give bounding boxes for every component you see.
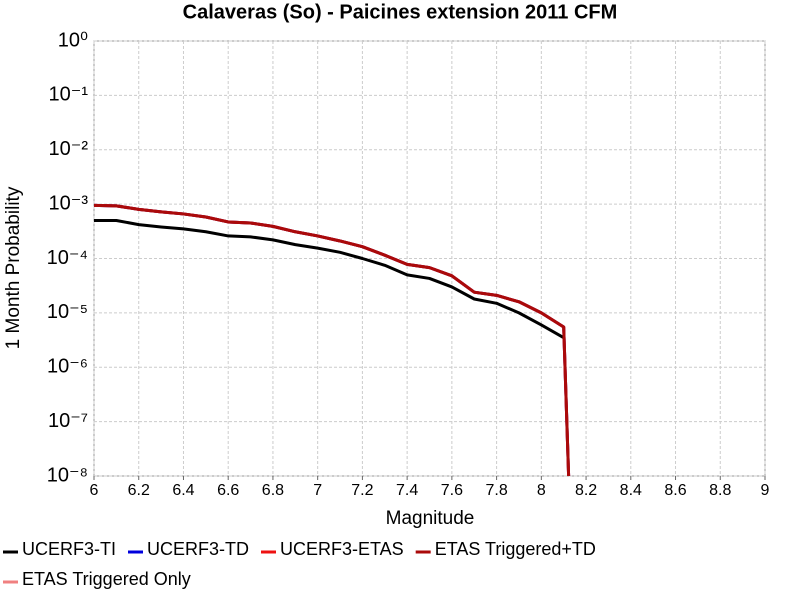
x-tick-label: 8.2 [575, 482, 597, 499]
y-tick-label: 10⁻⁸ [47, 464, 88, 486]
y-tick-label: 10⁰ [58, 29, 88, 51]
y-tick-label: 10⁻³ [49, 192, 89, 214]
x-tick-label: 7 [313, 482, 322, 499]
x-tick-label: 7.4 [396, 482, 418, 499]
x-tick-label: 8.8 [709, 482, 731, 499]
x-tick-label: 6 [90, 482, 99, 499]
y-tick-label: 10⁻⁴ [47, 247, 88, 269]
legend-label: ETAS Triggered+TD [435, 539, 596, 559]
legend-label: UCERF3-TD [147, 539, 249, 559]
x-tick-label: 6.2 [128, 482, 150, 499]
x-tick-label: 7.8 [485, 482, 507, 499]
y-tick-label: 10⁻⁶ [47, 356, 88, 378]
x-tick-label: 7.2 [351, 482, 373, 499]
x-tick-label: 7.6 [441, 482, 463, 499]
y-tick-label: 10⁻⁵ [47, 301, 88, 323]
x-axis-label: Magnitude [386, 508, 475, 529]
legend-label: UCERF3-TI [22, 539, 116, 559]
legend-item: UCERF3-TI [3, 539, 116, 559]
legend-item: ETAS Triggered Only [3, 569, 191, 589]
x-tick-label: 6.4 [172, 482, 194, 499]
x-tick-label: 6.6 [217, 482, 239, 499]
legend-label: UCERF3-ETAS [280, 539, 404, 559]
series-line [94, 218, 565, 339]
y-tick-label: 10⁻⁷ [48, 410, 88, 432]
legend-item: UCERF3-TD [128, 539, 249, 559]
chart-title: Calaveras (So) - Paicines extension 2011… [183, 1, 618, 23]
x-tick-label: 8.4 [620, 482, 642, 499]
y-axis-label: 1 Month Probability [3, 186, 24, 349]
legend-item: UCERF3-ETAS [261, 539, 404, 559]
legend-item: ETAS Triggered+TD [415, 539, 596, 559]
x-tick-label: 6.8 [262, 482, 284, 499]
x-tick-label: 9 [761, 482, 770, 499]
y-tick-label: 10⁻² [49, 138, 89, 160]
y-tick-label: 10⁻¹ [49, 84, 89, 106]
series-line [94, 203, 571, 476]
x-tick-label: 8 [537, 482, 546, 499]
series-group [94, 203, 571, 476]
x-tick-label: 8.6 [664, 482, 686, 499]
legend-label: ETAS Triggered Only [22, 569, 191, 589]
